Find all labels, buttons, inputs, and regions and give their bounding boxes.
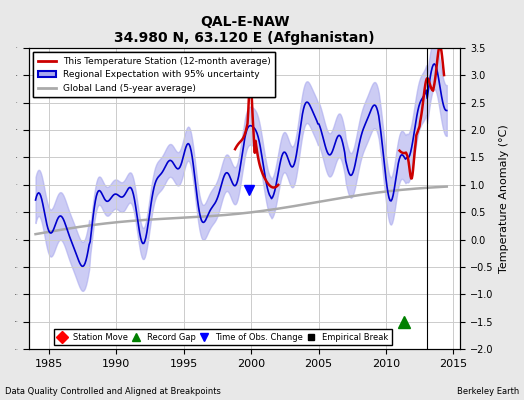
Y-axis label: Temperature Anomaly (°C): Temperature Anomaly (°C) [499,124,509,273]
Text: Data Quality Controlled and Aligned at Breakpoints: Data Quality Controlled and Aligned at B… [5,387,221,396]
Legend: This Temperature Station (12-month average), Regional Expectation with 95% uncer: This Temperature Station (12-month avera… [34,52,275,97]
Title: QAL-E-NAW
34.980 N, 63.120 E (Afghanistan): QAL-E-NAW 34.980 N, 63.120 E (Afghanista… [114,15,375,45]
Text: Berkeley Earth: Berkeley Earth [456,387,519,396]
